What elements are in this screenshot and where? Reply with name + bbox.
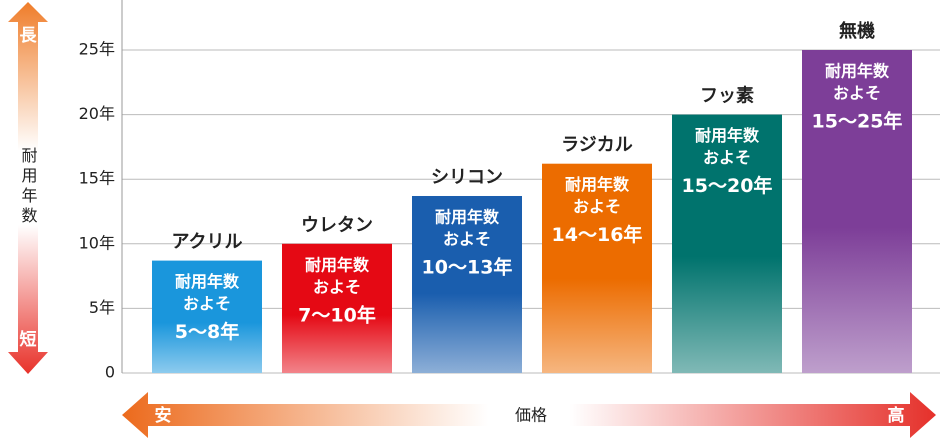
y-tick-label: 5年 [89,298,115,317]
y-tick-label: 20年 [79,104,115,123]
y-tick-label: 15年 [79,169,115,188]
x-axis-title: 価格 [515,406,547,425]
category-label: シリコン [431,167,503,188]
bar-caption: 耐用年数 [825,62,890,81]
y-arrow-top: 長 [20,26,38,46]
value-label: 10〜13年 [422,255,513,278]
bar-caption: およそ [313,277,361,296]
category-label: ウレタン [301,215,373,236]
x-arrow-right: 高 [888,405,905,426]
bar-caption: およそ [703,148,751,167]
value-label: 14〜16年 [552,223,643,246]
bar [412,195,522,373]
bar [802,50,912,373]
bar [282,243,392,373]
y-tick-label: 10年 [79,233,115,252]
category-label: アクリル [171,232,242,253]
bar-caption: およそ [573,197,621,216]
bar-caption: 耐用年数 [695,126,760,145]
bar-caption: 耐用年数 [435,207,500,226]
y-arrow-bottom: 短 [20,329,37,350]
bar-caption: 耐用年数 [305,255,370,274]
value-label: 5〜8年 [175,320,239,343]
y-arrow [8,2,48,374]
category-label: 無機 [839,20,875,42]
x-arrow-left: 安 [155,405,172,426]
bar-caption: 耐用年数 [565,175,630,194]
y-axis-title: 耐用年数 [19,147,38,227]
y-tick-label: 25年 [79,40,115,59]
bar-caption: 耐用年数 [175,272,240,291]
bar-caption: およそ [833,84,881,103]
y-tick-label: 0 [105,363,115,382]
category-label: ラジカル [561,135,633,156]
value-label: 7〜10年 [298,303,376,326]
bar [672,114,782,373]
bar [152,260,262,373]
x-arrow [122,392,936,438]
value-label: 15〜25年 [812,110,903,133]
value-label: 15〜20年 [682,174,773,197]
bar-caption: およそ [443,229,491,248]
category-label: フッ素 [700,86,754,107]
bar [542,163,652,373]
bar-caption: およそ [183,294,231,313]
